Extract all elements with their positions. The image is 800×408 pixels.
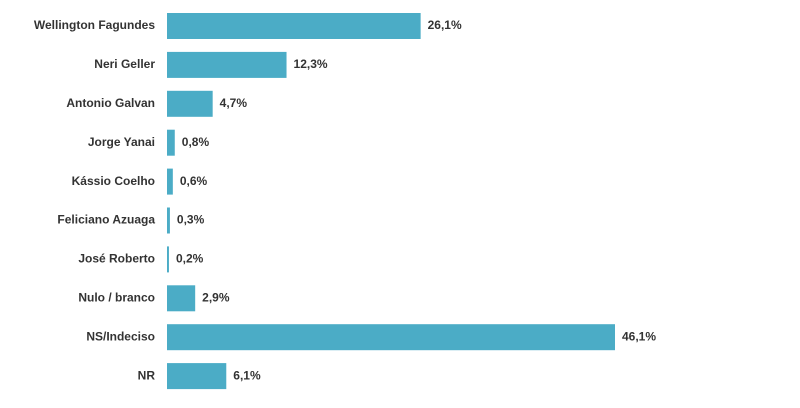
category-label: Nulo / branco <box>78 290 155 304</box>
bar <box>167 90 213 117</box>
bar <box>167 51 287 78</box>
bar <box>167 207 170 234</box>
value-label: 0,6% <box>180 174 208 188</box>
category-label: José Roberto <box>78 252 155 266</box>
value-label: 0,3% <box>177 213 205 227</box>
bar <box>167 285 196 312</box>
category-label: NR <box>138 368 156 382</box>
value-label: 46,1% <box>622 329 656 343</box>
value-label: 0,2% <box>176 252 204 266</box>
value-label: 6,1% <box>233 368 261 382</box>
value-label: 0,8% <box>182 135 210 149</box>
value-label: 26,1% <box>428 18 462 32</box>
bar <box>167 363 227 390</box>
category-label: NS/Indeciso <box>86 329 155 343</box>
value-label: 12,3% <box>294 57 328 71</box>
category-label: Neri Geller <box>94 57 155 71</box>
bar <box>167 246 169 273</box>
bar <box>167 129 175 156</box>
bar <box>167 168 173 195</box>
bar <box>167 324 615 351</box>
category-label: Wellington Fagundes <box>34 18 155 32</box>
category-label: Kássio Coelho <box>72 174 155 188</box>
category-label: Jorge Yanai <box>88 135 155 149</box>
value-label: 2,9% <box>202 290 230 304</box>
value-label: 4,7% <box>220 96 248 110</box>
bar <box>167 13 421 39</box>
category-label: Feliciano Azuaga <box>57 213 155 227</box>
category-label: Antonio Galvan <box>66 96 155 110</box>
